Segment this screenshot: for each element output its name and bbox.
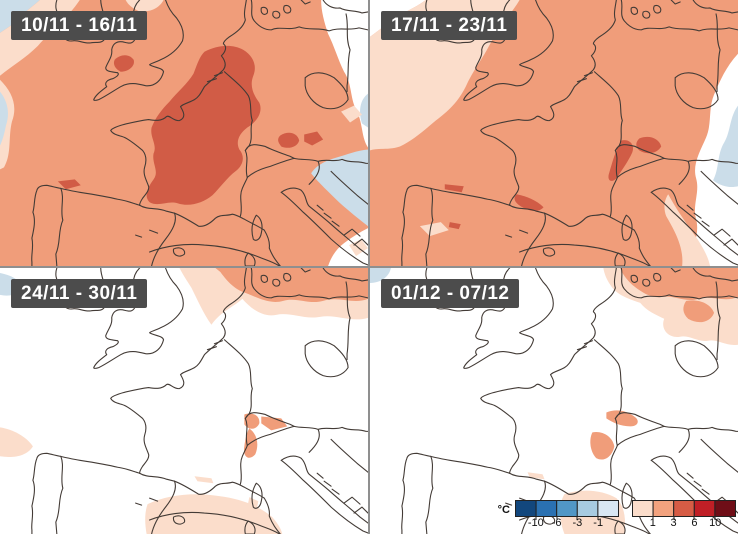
map-panel-week3: 24/11 - 30/11	[0, 268, 368, 534]
anomaly-weak-warm-patch	[125, 0, 164, 12]
colorbar-tick-label: 1	[649, 517, 656, 529]
anomaly-neutral-patch	[328, 228, 368, 266]
colorbar-tick-label: -10	[527, 517, 544, 529]
map-panel-week1: 10/11 - 16/11	[0, 0, 368, 266]
colorbar-negative-cells	[515, 500, 619, 517]
anomaly-neutral-patch	[321, 0, 368, 148]
colorbar-tick-label: 6	[691, 517, 698, 529]
period-label-week3: 24/11 - 30/11	[11, 279, 148, 308]
anomaly-cold-patch	[370, 268, 391, 283]
anomaly-strong-warm-patch	[448, 222, 461, 230]
colorbar-tick-mark	[714, 516, 716, 520]
anomaly-weak-warm-patch	[419, 222, 449, 237]
anomaly-strong-warm-patch	[608, 140, 634, 181]
anomaly-strong-warm-patch	[304, 131, 324, 146]
anomaly-cold-patch	[0, 91, 8, 146]
anomaly-weak-warm-patch	[664, 194, 711, 266]
anomaly-strong-warm-patch	[278, 132, 300, 148]
anomaly-weak-warm-patch	[194, 476, 214, 484]
anomaly-cold-patch	[360, 93, 368, 128]
colorbar-tick-label: 10	[709, 517, 722, 529]
colorbar-tick-mark	[652, 516, 654, 520]
colorbar-cell	[714, 500, 736, 517]
colorbar-tick-mark	[597, 516, 599, 520]
anomaly-strong-warm-patch	[514, 194, 544, 211]
colorbar-tick-label: -6	[551, 517, 562, 529]
anomaly-map-week3	[0, 268, 368, 534]
anomaly-strong-warm-patch	[444, 184, 464, 193]
period-label-week2: 17/11 - 23/11	[381, 11, 518, 40]
anomaly-warm-patch	[261, 416, 288, 431]
anomaly-neutral-patch	[370, 0, 426, 37]
anomaly-cold-patch	[311, 149, 368, 227]
colorbar-negative-scale: -10 -6 -3 -1	[515, 500, 619, 529]
anomaly-warm-patch	[683, 300, 715, 323]
colorbar-cell	[535, 500, 558, 517]
colorbar-tick-label: -3	[572, 517, 583, 529]
colorbar-positive-cells	[632, 500, 736, 517]
colorbar-cell	[632, 500, 654, 517]
anomaly-strong-warm-patch	[113, 55, 134, 72]
anomaly-strong-warm-patch	[146, 45, 261, 205]
colorbar-unit-label: °C	[497, 504, 510, 516]
anomaly-weak-warm-patch	[341, 105, 363, 123]
anomaly-warm-patch	[590, 432, 615, 460]
colorbar-cell	[652, 500, 675, 517]
colorbar-tick-mark	[576, 516, 578, 520]
colorbar-tick-mark	[535, 516, 537, 520]
colorbar-positive-scale: 1 3 6 10	[632, 500, 736, 529]
colorbar-tick-label: -1	[593, 517, 604, 529]
map-panel-week4: 01/12 - 07/12	[370, 268, 738, 534]
colorbar-cell	[673, 500, 695, 517]
anomaly-warm-patch	[244, 413, 260, 429]
temperature-colorbar: °C -10 -6 -3 -1	[498, 500, 736, 532]
colorbar-tick-mark	[693, 516, 695, 520]
colorbar-cell	[693, 500, 716, 517]
anomaly-cold-patch	[713, 105, 738, 188]
period-label-week4: 01/12 - 07/12	[381, 279, 520, 308]
anomaly-weak-warm-patch	[720, 320, 738, 333]
colorbar-cell	[576, 500, 599, 517]
anomaly-warm-patch	[197, 268, 368, 303]
map-panel-week2: 17/11 - 23/11	[370, 0, 738, 266]
colorbar-tick-label: 3	[670, 517, 677, 529]
anomaly-warm-patch	[606, 410, 638, 427]
anomaly-weak-warm-patch	[0, 427, 33, 457]
colorbar-tick-mark	[556, 516, 558, 520]
period-label-week1: 10/11 - 16/11	[11, 11, 148, 40]
colorbar-cell	[515, 500, 537, 517]
colorbar-cell	[556, 500, 578, 517]
colorbar-tick-mark	[673, 516, 675, 520]
colorbar-cell	[597, 500, 619, 517]
anomaly-strong-warm-patch	[57, 179, 81, 190]
